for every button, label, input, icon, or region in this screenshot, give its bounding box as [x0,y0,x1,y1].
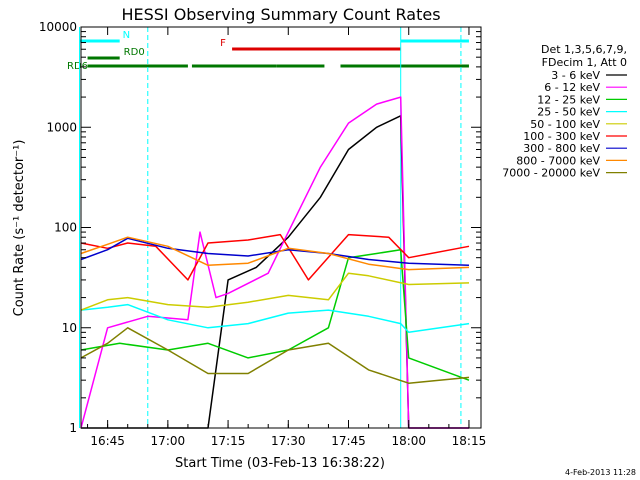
x-axis-label: Start Time (03-Feb-13 16:38:22) [175,456,385,471]
legend-header-line-2: FDecim 1, Att 0 [542,56,627,69]
flag-label-rd6: RD6 [67,61,88,72]
y-tick-label: 1000 [46,120,77,134]
x-tick-label: 18:15 [452,434,487,448]
series-line-7 [80,236,470,271]
series-line-6 [80,237,470,267]
legend-entry-label: 6 - 12 keV [544,81,600,94]
y-tick-label: 100 [54,221,77,235]
x-tick-label: 18:00 [391,434,426,448]
flag-label-n: N [123,30,130,41]
flags-layer: N F RD0 RD6 [67,30,469,72]
legend-entry-label: 3 - 6 keV [551,69,600,82]
y-tick-label: 1 [69,421,77,435]
x-tick-label: 17:00 [151,434,186,448]
x-tick-label: 16:45 [90,434,125,448]
legend-entry-label: 100 - 300 keV [523,130,600,143]
flag-label-rd0: RD0 [124,47,145,58]
legend-entry-label: 50 - 100 keV [530,118,600,131]
series-line-2 [80,248,470,381]
y-tick-label: 10 [62,321,77,335]
legend-header-line-1: Det 1,3,5,6,7,9, [541,43,627,56]
x-tick-label: 17:30 [271,434,306,448]
x-axis-ticks: 16:45 17:00 17:15 17:30 17:45 18:00 18:15 [87,27,487,448]
series-line-5 [80,233,470,281]
legend-entry-label: 12 - 25 keV [537,93,600,106]
legend-entry-label: 800 - 7000 keV [516,154,600,167]
legend-entry-label: 7000 - 20000 keV [502,167,600,180]
legend-entry-label: 25 - 50 keV [537,106,600,119]
x-tick-label: 17:45 [331,434,366,448]
timestamp: 4-Feb-2013 11:28 [565,468,636,477]
legend-entry-label: 300 - 800 keV [523,142,600,155]
x-tick-label: 17:15 [211,434,246,448]
y-tick-label: 10000 [39,20,77,34]
flag-label-f: F [220,38,226,49]
y-axis-label: Count Rate (s⁻¹ detector⁻¹) [12,140,27,317]
series-line-3 [80,303,470,334]
chart-title: HESSI Observing Summary Count Rates [121,5,440,24]
series-line-4 [80,272,470,311]
y-axis-ticks: 1 10 100 1000 10000 [39,20,481,435]
series-line-8 [80,327,470,384]
vertical-markers-layer [79,27,462,428]
legend: Det 1,3,5,6,7,9, FDecim 1, Att 0 3 - 6 k… [502,43,627,180]
